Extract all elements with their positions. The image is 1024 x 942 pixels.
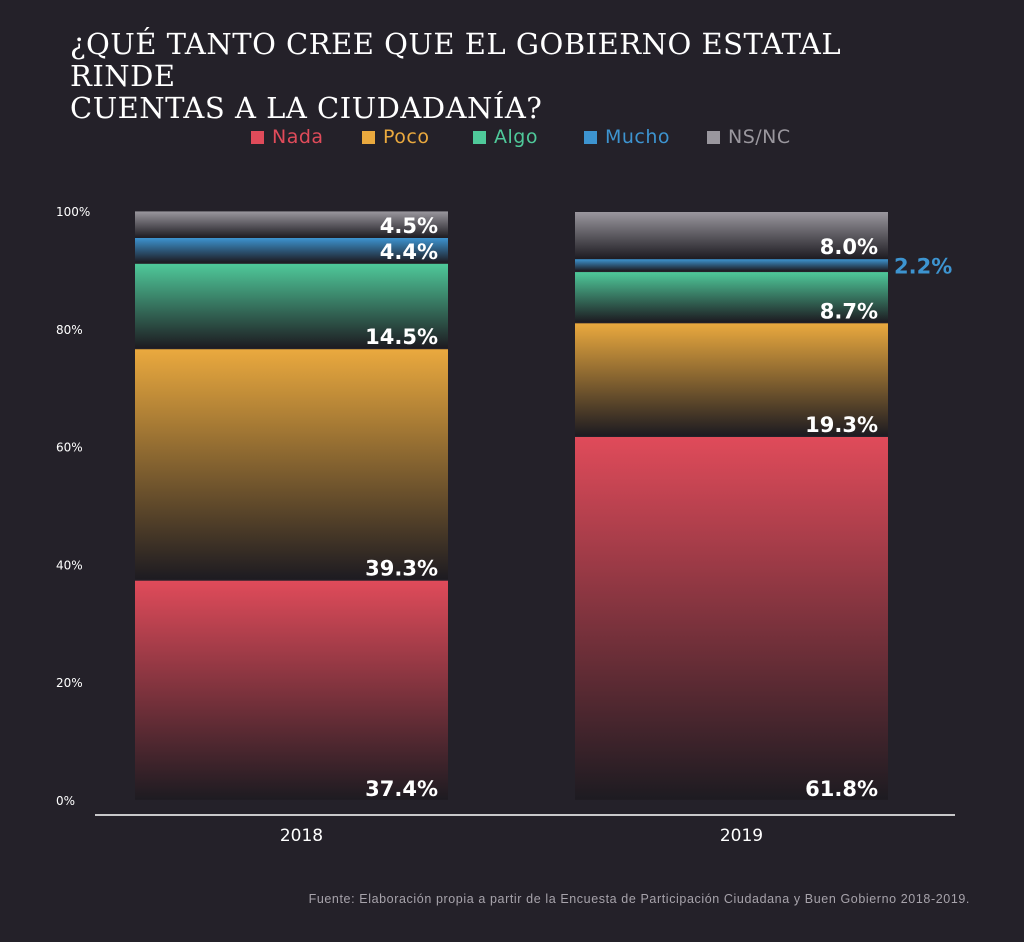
value-labels: 37.4% 39.3% 14.5% 4.4%4.5% 61.8% 19.3% 8.7% 2.2… [365, 214, 952, 801]
legend-item-poco: Poco [362, 126, 429, 148]
bar-nada-2019 [575, 436, 888, 800]
y-tick-label: 100% [56, 205, 90, 219]
value-label-poco-2019: 19.3% [805, 413, 878, 437]
x-axis-categories: 2018 2019 [280, 826, 763, 846]
value-label-mucho-2019: 2.2% [894, 255, 952, 279]
bar-mucho-2019 [575, 259, 888, 271]
legend-item-algo: Algo [473, 126, 538, 148]
legend-label: NS/NC [728, 126, 791, 148]
bar-mucho-2018 [135, 237, 448, 263]
value-label-mucho-2018: 4.4% [380, 240, 438, 264]
legend-swatch [362, 130, 375, 144]
bar-nada-2018 [135, 580, 448, 800]
bar-ns-nc-2018 [135, 211, 448, 238]
bar-poco-2019 [575, 323, 888, 436]
value-label-ns-nc-2018: 4.5% [380, 214, 438, 238]
legend-label: Nada [272, 126, 324, 148]
legend-swatch [584, 130, 597, 144]
value-label-algo-2018: 14.5% [365, 325, 438, 349]
y-tick-label: 80% [56, 323, 83, 337]
chart-title: ¿QUÉ TANTO CREE QUE EL GOBIERNO ESTATAL … [70, 28, 950, 124]
legend-swatch [707, 130, 720, 144]
y-axis-ticks: 0% 20% 40% 60% 80% 100% [56, 205, 90, 808]
bar-poco-2018 [135, 349, 448, 580]
bars-group [135, 211, 888, 800]
legend-label: Mucho [605, 126, 671, 148]
y-tick-label: 20% [56, 676, 83, 690]
source-note: Fuente: Elaboración propia a partir de l… [308, 892, 970, 906]
legend-item-nada: Nada [251, 126, 324, 148]
value-label-algo-2019: 8.7% [820, 299, 878, 323]
bar-algo-2019 [575, 272, 888, 323]
legend-swatch [473, 130, 486, 144]
legend-item-ns-nc: NS/NC [707, 126, 791, 148]
value-label-poco-2018: 39.3% [365, 557, 438, 581]
stacked-bar-chart: 0% 20% 40% 60% 80% 100% 37.4% 39.3% 14.5% 4.4%4.… [56, 205, 955, 846]
y-tick-label: 0% [56, 794, 75, 808]
value-label-nada-2018: 37.4% [365, 777, 438, 801]
bar-ns-nc-2019 [575, 212, 888, 260]
y-tick-label: 60% [56, 441, 83, 455]
chart-title-line-1: ¿QUÉ TANTO CREE QUE EL GOBIERNO ESTATAL … [70, 27, 842, 93]
x-category-label-2018: 2018 [280, 826, 323, 846]
legend-swatch [251, 130, 264, 144]
legend-label: Poco [383, 126, 430, 148]
bar-algo-2018 [135, 263, 448, 349]
y-tick-label: 40% [56, 558, 83, 572]
legend: Nada Poco Algo Mucho NS/NC [0, 126, 1024, 150]
chart-title-line-2: CUENTAS A LA CIUDADANÍA? [70, 91, 543, 125]
legend-item-mucho: Mucho [584, 126, 670, 148]
x-category-label-2019: 2019 [720, 826, 763, 846]
value-label-nada-2019: 61.8% [805, 777, 878, 801]
legend-label: Algo [494, 126, 538, 148]
value-label-ns-nc-2019: 8.0% [820, 235, 878, 259]
